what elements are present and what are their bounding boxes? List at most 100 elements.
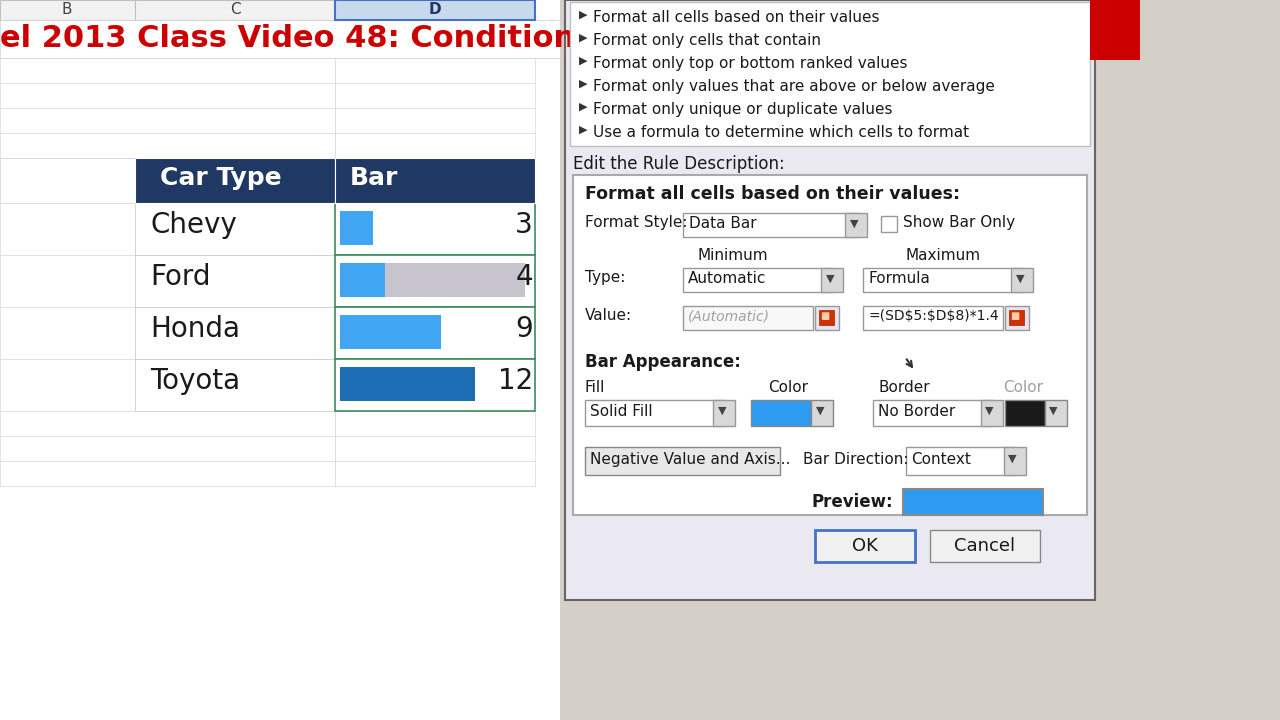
Bar (881, 216, 897, 232)
Bar (684, 268, 833, 292)
Text: Negative Value and Axis...: Negative Value and Axis... (590, 452, 790, 467)
Text: Solid Fill: Solid Fill (590, 404, 653, 419)
Bar (684, 213, 858, 237)
Text: Chevy: Chevy (150, 211, 237, 239)
Text: Car Type: Car Type (160, 166, 282, 190)
Bar (340, 367, 475, 401)
Bar (0, 58, 335, 83)
Bar (0, 203, 134, 255)
Bar (134, 307, 335, 359)
Text: Toyota: Toyota (150, 367, 241, 395)
Bar (134, 158, 335, 203)
Text: Data Bar: Data Bar (689, 216, 756, 231)
Text: Value:: Value: (585, 308, 632, 323)
Bar (340, 263, 525, 297)
Text: ▶: ▶ (579, 33, 588, 43)
Bar (1004, 447, 1027, 475)
Bar (0, 0, 134, 20)
Bar (0, 255, 134, 307)
Text: Bar Appearance:: Bar Appearance: (585, 353, 741, 371)
Bar (0, 83, 335, 108)
Bar (134, 255, 335, 307)
Bar (335, 461, 535, 486)
Text: ▼: ▼ (1009, 454, 1016, 464)
Bar (863, 268, 1023, 292)
Bar (134, 0, 335, 20)
Text: Edit the Rule Description:: Edit the Rule Description: (573, 155, 785, 173)
Bar (1005, 306, 1029, 330)
Bar (1009, 310, 1024, 325)
Bar (684, 306, 813, 330)
Text: ▼: ▼ (1016, 274, 1024, 284)
Bar (335, 436, 535, 461)
Bar (335, 307, 535, 359)
Text: B: B (61, 2, 72, 17)
Bar (873, 400, 993, 426)
Bar (335, 83, 535, 108)
Text: Format only cells that contain: Format only cells that contain (593, 33, 820, 48)
Text: ▼: ▼ (850, 219, 859, 229)
Bar (340, 315, 442, 349)
Text: (Automatic): (Automatic) (689, 309, 771, 323)
Text: Fill: Fill (585, 380, 605, 395)
Bar (0, 461, 335, 486)
Bar (134, 203, 335, 255)
Text: ▶: ▶ (579, 10, 588, 20)
Text: Cancel: Cancel (955, 537, 1015, 555)
Text: Maximum: Maximum (905, 248, 980, 263)
Text: Show Bar Only: Show Bar Only (902, 215, 1015, 230)
Text: D: D (429, 2, 442, 17)
Text: Color: Color (1004, 380, 1043, 395)
Bar (931, 530, 1039, 562)
Text: Format only top or bottom ranked values: Format only top or bottom ranked values (593, 56, 908, 71)
Bar (815, 306, 838, 330)
Bar (564, 0, 1094, 600)
Text: 12: 12 (498, 367, 532, 395)
Bar (335, 58, 535, 83)
Bar (340, 211, 372, 245)
Text: ▶: ▶ (579, 125, 588, 135)
Bar (751, 400, 812, 426)
Text: ▶: ▶ (579, 79, 588, 89)
Text: Context: Context (911, 452, 970, 467)
Bar (573, 175, 1087, 515)
Text: ■: ■ (1010, 311, 1019, 321)
Bar (0, 133, 335, 158)
Bar (570, 2, 1091, 146)
Text: Automatic: Automatic (689, 271, 767, 286)
Text: 4: 4 (516, 263, 532, 291)
Bar (815, 530, 915, 562)
Bar (0, 359, 134, 411)
Text: ▶: ▶ (579, 102, 588, 112)
Bar (0, 108, 335, 133)
Bar (820, 268, 844, 292)
Bar (340, 263, 385, 297)
Bar (335, 158, 535, 203)
Bar (1044, 400, 1068, 426)
Bar (1011, 268, 1033, 292)
Bar (0, 436, 335, 461)
Text: Formula: Formula (868, 271, 929, 286)
Text: ■: ■ (820, 311, 829, 321)
Bar (0, 158, 335, 203)
Text: Ford: Ford (150, 263, 210, 291)
Bar (812, 400, 833, 426)
Text: Border: Border (878, 380, 929, 395)
Bar (713, 400, 735, 426)
Text: Bar Direction:: Bar Direction: (803, 452, 909, 467)
Bar (335, 203, 535, 255)
Text: Preview:: Preview: (812, 493, 893, 511)
Text: 3: 3 (516, 211, 532, 239)
Bar (585, 400, 724, 426)
Text: ▶: ▶ (579, 56, 588, 66)
Text: 9: 9 (516, 315, 532, 343)
Bar (0, 0, 561, 720)
Bar (1005, 400, 1044, 426)
Bar (845, 213, 867, 237)
Bar (335, 133, 535, 158)
Bar (863, 306, 1004, 330)
Text: Type:: Type: (585, 270, 626, 285)
Text: Color: Color (768, 380, 808, 395)
Bar (0, 307, 134, 359)
Bar (0, 20, 561, 58)
